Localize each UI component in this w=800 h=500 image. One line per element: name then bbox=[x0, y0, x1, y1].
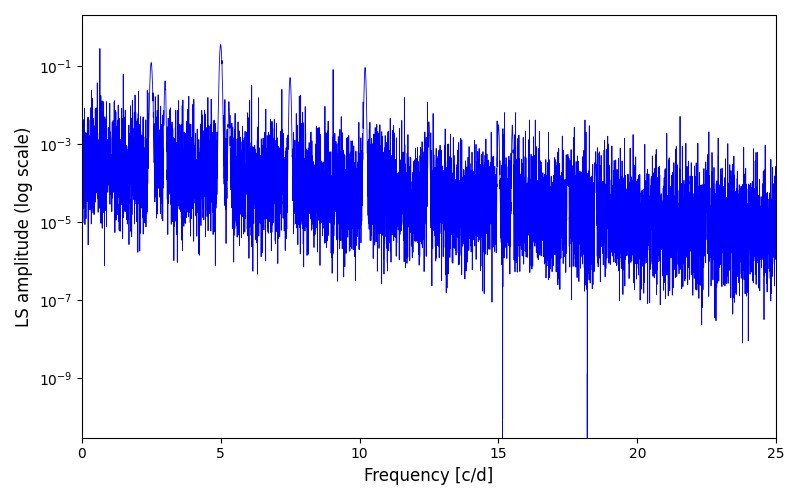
Y-axis label: LS amplitude (log scale): LS amplitude (log scale) bbox=[15, 126, 33, 326]
X-axis label: Frequency [c/d]: Frequency [c/d] bbox=[364, 467, 494, 485]
